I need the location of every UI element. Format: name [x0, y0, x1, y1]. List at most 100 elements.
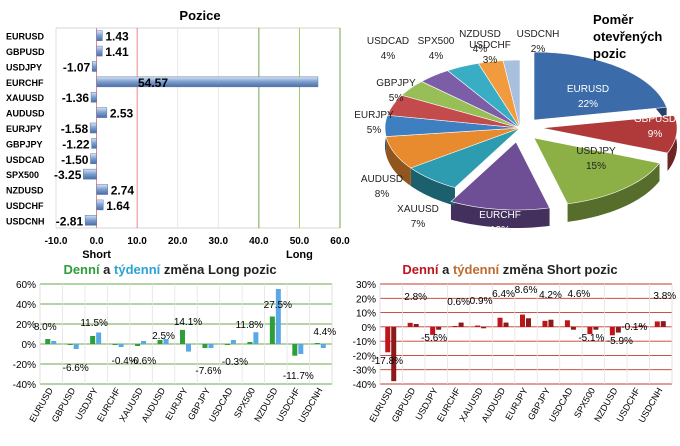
ratio-pie-panel: Poměr otevřených pozic EURUSD 22% GBPUSD 9% USD…: [350, 0, 680, 260]
bar-denn--usdcnh: [654, 321, 660, 327]
bar-denn--eurchf: [452, 326, 458, 327]
bar-eurchf: [96, 76, 319, 88]
bar-t-denn--xauusd: [481, 326, 487, 329]
y-tick-label: -20%: [353, 351, 376, 362]
data-label: -11.7%: [283, 371, 314, 382]
data-label: -6.6%: [63, 363, 89, 374]
y-tick-label: 0%: [362, 323, 377, 334]
bar-denn--usdcad: [224, 344, 230, 345]
bar-eurusd: [96, 30, 103, 41]
category-label: SPX500: [6, 170, 39, 180]
bar-denn--nzdusd: [269, 316, 275, 344]
category-label: EURUSD: [6, 32, 45, 42]
bar-denn--audusd: [157, 340, 163, 344]
bar-t-denn--usdcad: [230, 340, 236, 344]
bar-t-denn--spx500: [253, 332, 259, 344]
category-label: USDCAD: [6, 155, 45, 165]
bar-t-denn--audusd: [503, 322, 509, 327]
bar-xauusd: [90, 91, 97, 103]
bar-t-denn--eurusd: [391, 326, 397, 382]
pie-slice-eurusd: [533, 51, 668, 121]
y-tick-label: 20%: [356, 294, 376, 305]
pie-label-gbpjpy: GBPJPY: [376, 78, 416, 89]
value-label: -1.50: [61, 153, 89, 167]
bar-denn--usdcnh: [314, 343, 320, 344]
data-label: 11.8%: [236, 320, 264, 331]
pie-pct-usdjpy: 15%: [586, 161, 606, 172]
title-weekly: týdenní: [114, 262, 161, 277]
value-label: -1.58: [61, 122, 89, 136]
bar-denn--eurchf: [112, 344, 118, 345]
data-label: 0.9%: [470, 296, 493, 307]
pie-slice-side-xauusd: [410, 167, 455, 206]
pie-slice-usdcnh: [502, 59, 521, 129]
bar-denn--gbpusd: [67, 344, 73, 345]
y-tick-label: 40%: [16, 300, 36, 311]
bar-denn--xauusd: [475, 325, 481, 327]
plot-frame: [55, 27, 341, 229]
bar-t-denn--usdcnh: [320, 344, 326, 348]
data-label: -5.9%: [607, 336, 633, 347]
pie-pct-nzdusd: 4%: [473, 44, 488, 55]
value-label: 2.74: [111, 184, 135, 198]
data-label: 6.4%: [492, 289, 515, 300]
pie-pct-spx500: 4%: [429, 51, 444, 62]
data-label: 3.8%: [653, 291, 676, 302]
bar-nzdusd: [96, 184, 108, 195]
value-label: -1.22: [62, 137, 90, 151]
x-tick-label: 60.0: [330, 236, 350, 247]
value-label: 1.43: [105, 30, 129, 44]
pie-pct-usdchf: 3%: [483, 55, 498, 66]
data-label: -0.3%: [222, 357, 248, 368]
bar-t-denn--gbpjpy: [208, 344, 214, 348]
bar-usdcad: [90, 153, 97, 165]
pie-label-usdchf: USDCHF: [469, 40, 511, 51]
bar-t-denn--usdjpy: [436, 326, 442, 330]
data-label: -0.4%: [112, 356, 138, 367]
category-label: EURCHF: [6, 78, 44, 88]
pie-label-eurchf: EURCHF: [479, 210, 521, 221]
x-tick-label: 10.0: [127, 236, 147, 247]
bar-spx500: [83, 168, 97, 180]
positions-chart: Pozice -10.0 0.0 10.0 20.0 30.0 40.0 50.0 60.0 Sh…: [6, 8, 350, 260]
bar-t-denn--usdcad: [570, 326, 576, 330]
y-tick-label: -30%: [353, 366, 376, 377]
pie-label-usdcnh: USDCNH: [517, 29, 560, 40]
short-change-chart: Denní a týdenní změna Short pozic 30% 20% 1…: [353, 262, 677, 424]
bar-denn--usdjpy: [90, 336, 96, 344]
value-label: -1.36: [62, 91, 90, 105]
pie-label-xauusd: XAUUSD: [397, 204, 439, 215]
pie-title-line: pozic: [593, 46, 626, 61]
bar-denn--usdchf: [632, 326, 638, 328]
bar-eurjpy: [89, 122, 97, 134]
pie-slice-usdjpy: [533, 137, 661, 205]
bar-denn--nzdusd: [609, 326, 615, 336]
data-label: 14.1%: [174, 317, 202, 328]
bar-gbpusd: [96, 45, 103, 57]
pie-pct-eurchf: 12%: [490, 225, 510, 236]
category-label: GBPUSD: [6, 47, 45, 57]
data-label: -0.1%: [621, 322, 647, 333]
pie-pct-usdcnh: 2%: [531, 44, 546, 55]
pie-slice-eurchf: [450, 141, 551, 211]
value-label: -3.25: [54, 168, 82, 182]
bar-t-denn--eurusd: [51, 341, 57, 344]
x-tick-label: 20.0: [168, 236, 188, 247]
data-label: 4.6%: [568, 289, 591, 300]
bar-denn--gbpjpy: [202, 344, 208, 348]
data-label: 27.5%: [264, 300, 292, 311]
title-rest: změna Long pozic: [160, 262, 276, 277]
pie-title-line: otevřených: [593, 29, 662, 44]
x-tick-label: -10.0: [45, 236, 68, 247]
pie-pct-usdcad: 4%: [381, 51, 396, 62]
y-tick-label: 10%: [356, 309, 376, 320]
data-label: 4.4%: [313, 327, 336, 338]
bar-t-denn--eurjpy: [186, 344, 191, 352]
chart-title: Denní a týdenní změna Short pozic: [402, 262, 617, 277]
bar-denn--gbpusd: [407, 322, 413, 327]
value-label: 54.57: [138, 76, 168, 90]
y-tick-label: 60%: [16, 280, 36, 291]
bar-t-denn--eurchf: [458, 322, 464, 327]
bar-t-denn--usdchf: [298, 344, 304, 354]
data-label: 2.5%: [152, 331, 175, 342]
